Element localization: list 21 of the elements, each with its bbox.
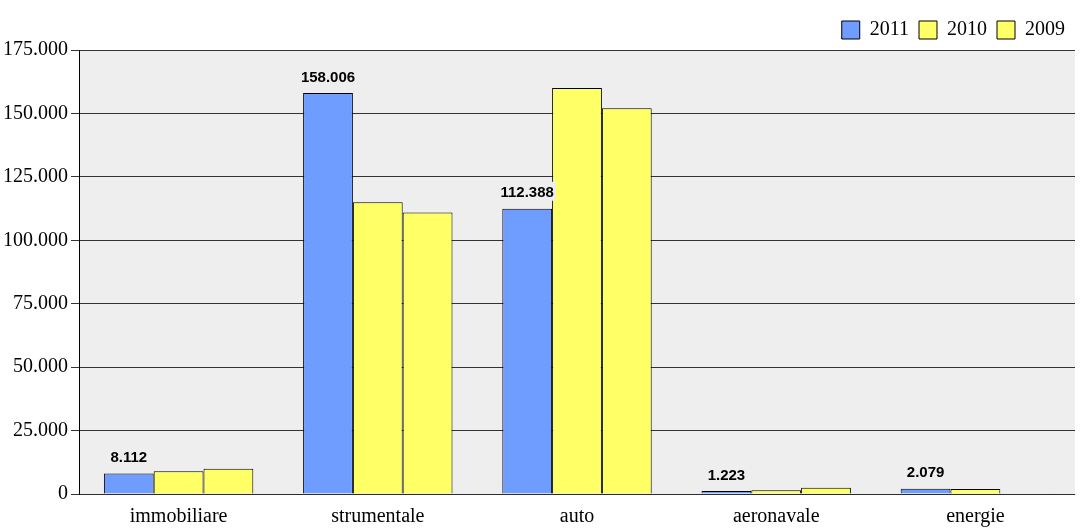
data-label: 1.223 [707,465,746,483]
x-tick-label: aeronavale [732,504,820,527]
data-label: 8.112 [110,448,148,466]
y-tick-label: 100.000 [3,227,68,250]
data-label: 112.388 [500,183,554,201]
x-tick-label: energie [946,504,1005,528]
legend-label: 2011 [869,17,910,40]
legend-label: 2010 [947,17,987,40]
legend-label: 2009 [1025,17,1065,40]
y-tick-label: 25.000 [13,417,68,440]
x-tick-label: auto [559,504,595,527]
x-tick-label: immobiliare [129,504,228,527]
x-tick-label: strumentale [331,504,425,527]
data-label: 2.079 [906,463,945,481]
y-tick-label: 125.000 [3,164,68,187]
y-tick-label: 0 [58,481,68,504]
y-tick-label: 150.000 [3,100,68,123]
y-tick-label: 75.000 [13,290,68,313]
y-tick-label: 175.000 [3,37,68,60]
y-tick-label: 50.000 [13,354,68,377]
data-label: 158.006 [300,67,356,85]
